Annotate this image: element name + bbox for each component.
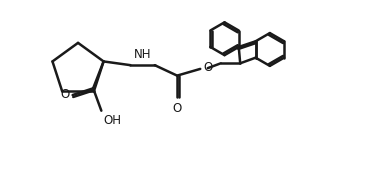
- Text: O: O: [60, 88, 70, 101]
- Text: NH: NH: [134, 48, 151, 61]
- Text: OH: OH: [103, 114, 121, 127]
- Text: O: O: [173, 102, 182, 115]
- Text: O: O: [203, 61, 212, 74]
